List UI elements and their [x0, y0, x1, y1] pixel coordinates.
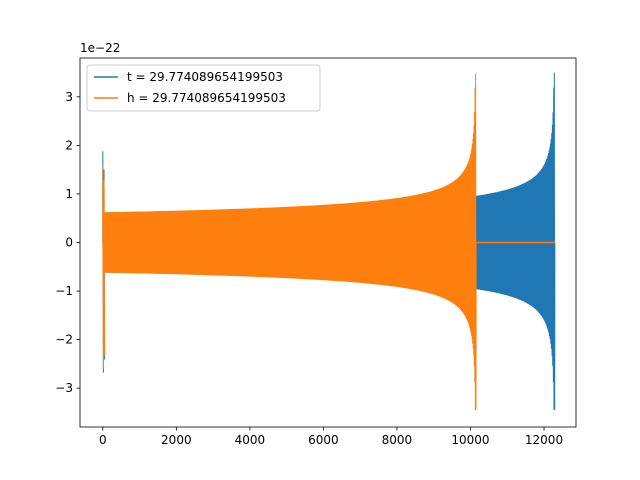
- legend-label-h: h = 29.774089654199503: [127, 91, 286, 105]
- y-tick-label: 3: [65, 90, 73, 104]
- x-tick-label: 6000: [308, 433, 339, 447]
- y-tick-label: −2: [55, 333, 73, 347]
- x-tick-label: 4000: [235, 433, 266, 447]
- x-tick-label: 12000: [525, 433, 563, 447]
- x-axis: 0 2000 4000 6000 8000 10000 12000: [99, 427, 563, 447]
- y-tick-label: 0: [65, 236, 73, 250]
- x-tick-label: 10000: [451, 433, 489, 447]
- y-offset-label: 1e−22: [80, 41, 120, 55]
- x-tick-label: 2000: [161, 433, 192, 447]
- legend-label-t: t = 29.774089654199503: [127, 70, 283, 84]
- x-tick-label: 8000: [382, 433, 413, 447]
- series-line-h: [102, 73, 477, 411]
- y-axis: −3 −2 −1 0 1 2 3: [55, 90, 80, 395]
- x-tick-label: 0: [99, 433, 107, 447]
- y-tick-label: −1: [55, 284, 73, 298]
- series-layer: [102, 72, 556, 411]
- legend: t = 29.774089654199503 h = 29.7740896541…: [86, 64, 321, 112]
- legend-box: [86, 64, 321, 112]
- y-tick-label: 2: [65, 138, 73, 152]
- y-tick-label: −3: [55, 381, 73, 395]
- y-tick-label: 1: [65, 187, 73, 201]
